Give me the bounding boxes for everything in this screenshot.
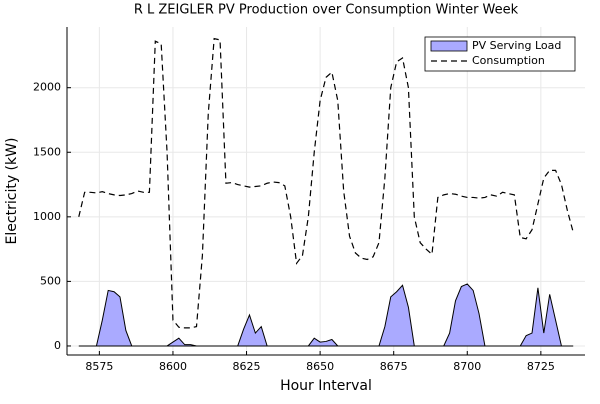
x-tick-label: 8650 [306,360,334,373]
y-axis-label: Electricity (kW) [4,138,20,245]
area [78,283,574,347]
y-tick-label: 500 [40,274,61,287]
x-tick-label: 8625 [233,360,261,373]
legend-swatch [430,40,468,52]
y-tick-label: 0 [54,339,61,352]
x-tick-label: 8700 [453,360,481,373]
x-tick-label: 8600 [159,360,187,373]
x-tick-label: 8675 [380,360,408,373]
x-tick-label: 8575 [85,360,113,373]
x-tick-label: 8725 [527,360,555,373]
y-tick-label: 1500 [33,145,61,158]
chart-title: R L ZEIGLER PV Production over Consumpti… [134,3,519,18]
y-tick-label: 1000 [33,210,61,223]
y-tick-label: 2000 [33,81,61,94]
legend-label: Consumption [472,54,545,67]
x-axis-label: Hour Interval [280,378,372,394]
legend-label: PV Serving Load [472,39,561,52]
line [78,37,574,329]
